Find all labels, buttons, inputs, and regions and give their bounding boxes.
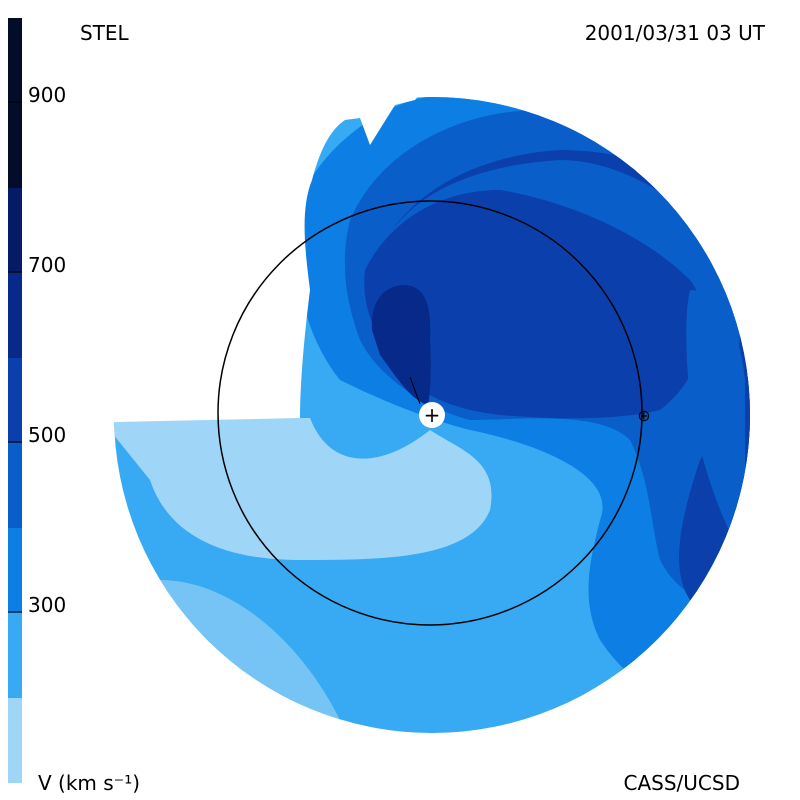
colorbar-level-900 [8, 18, 22, 188]
credit-label: CASS/UCSD [624, 771, 740, 795]
colorbar-tick-300: 300 [28, 593, 66, 617]
colorbar-level-700 [8, 273, 22, 358]
colorbar-level-300 [8, 613, 22, 698]
colorbar-tick-500: 500 [28, 423, 66, 447]
observatory-label: STEL [80, 21, 130, 45]
earth-marker: ⊕ [637, 406, 650, 425]
sun-marker: + [409, 376, 445, 428]
colorbar-tick-700: 700 [28, 253, 66, 277]
colorbar-level-500 [8, 443, 22, 528]
colorbar-level-400 [8, 528, 22, 613]
colorbar-level-200 [8, 698, 22, 783]
colorbar-level-600 [8, 358, 22, 443]
earth-orbit [217, 200, 643, 626]
sun-symbol: + [424, 403, 441, 427]
velocity-unit-label: V (km s⁻¹) [38, 771, 140, 795]
colorbar-level-800 [8, 188, 22, 273]
timestamp-label: 2001/03/31 03 UT [585, 21, 766, 45]
unobserved-region [100, 96, 418, 422]
velocity-colorbar: 900 700 500 300 [8, 18, 66, 783]
colorbar-tick-900: 900 [28, 83, 66, 107]
